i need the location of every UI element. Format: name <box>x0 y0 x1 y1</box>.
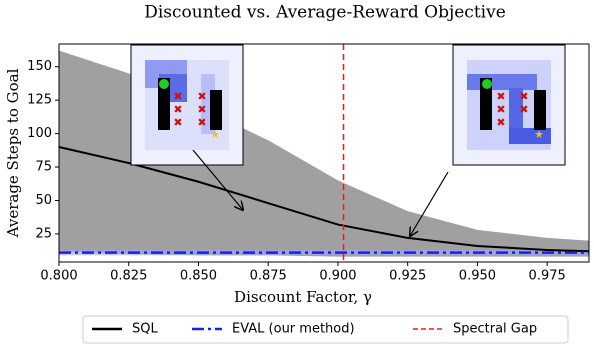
legend-label: Spectral Gap <box>453 322 537 337</box>
x-tick-label: 0.825 <box>110 269 147 284</box>
legend-label: SQL <box>132 322 158 337</box>
obstacle: ✖ <box>519 103 528 116</box>
obstacle: ✖ <box>496 116 505 129</box>
y-tick-label: 100 <box>27 126 52 141</box>
legend <box>82 315 569 344</box>
obstacle: ✖ <box>496 90 505 103</box>
obstacle: ✖ <box>173 103 182 116</box>
goal: ★ <box>534 128 544 141</box>
obstacle: ✖ <box>173 116 182 129</box>
inset-right: ★ ✖ ✖ ✖ ✖ ✖ <box>452 44 566 166</box>
obstacle: ✖ <box>173 90 182 103</box>
inset-left: ★ ✖ ✖ ✖ ✖ ✖ ✖ <box>130 44 244 166</box>
obstacle: ✖ <box>197 103 206 116</box>
wall <box>534 90 546 130</box>
legend-items: SQL EVAL (our method) Spectral Gap <box>92 322 537 337</box>
wall <box>158 78 170 130</box>
wall <box>210 90 222 130</box>
y-tick-label: 50 <box>35 193 52 208</box>
inset-arrow <box>410 171 449 236</box>
legend-label: EVAL (our method) <box>232 322 355 337</box>
obstacle: ✖ <box>197 116 206 129</box>
start <box>159 79 169 89</box>
y-axis-label: Average Steps to Goal <box>4 68 22 238</box>
x-tick-label: 0.925 <box>389 269 426 284</box>
x-tick-label: 0.800 <box>40 269 77 284</box>
obstacle: ✖ <box>197 90 206 103</box>
obstacle: ✖ <box>496 103 505 116</box>
x-axis-label: Discount Factor, γ <box>234 288 372 306</box>
x-tick-label: 0.850 <box>180 269 217 284</box>
goal: ★ <box>210 128 220 141</box>
inset-cell <box>467 74 537 90</box>
x-tick-label: 0.950 <box>459 269 496 284</box>
y-tick-label: 25 <box>35 226 52 241</box>
obstacles: ✖ ✖ ✖ ✖ ✖ ✖ <box>173 90 206 129</box>
chart-title: Discounted vs. Average-Reward Objective <box>144 3 506 23</box>
series-line <box>58 146 590 253</box>
wall <box>480 78 492 130</box>
y-tick-label: 75 <box>35 160 52 175</box>
inset-arrow <box>192 149 243 210</box>
inset-cell <box>509 128 551 144</box>
x-tick-label: 0.900 <box>319 269 356 284</box>
plot-frame <box>58 43 590 263</box>
inset-cell <box>509 88 523 132</box>
obstacle: ✖ <box>519 90 528 103</box>
x-tick-label: 0.975 <box>529 269 566 284</box>
x-tick-label: 0.875 <box>250 269 287 284</box>
confidence-band <box>59 50 589 257</box>
insets: ★ ✖ ✖ ✖ ✖ ✖ ✖ ★ ✖ ✖ ✖ ✖ ✖ <box>130 44 566 236</box>
start <box>482 79 492 89</box>
y-tick-label: 150 <box>27 59 52 74</box>
y-tick-label: 125 <box>27 93 52 108</box>
